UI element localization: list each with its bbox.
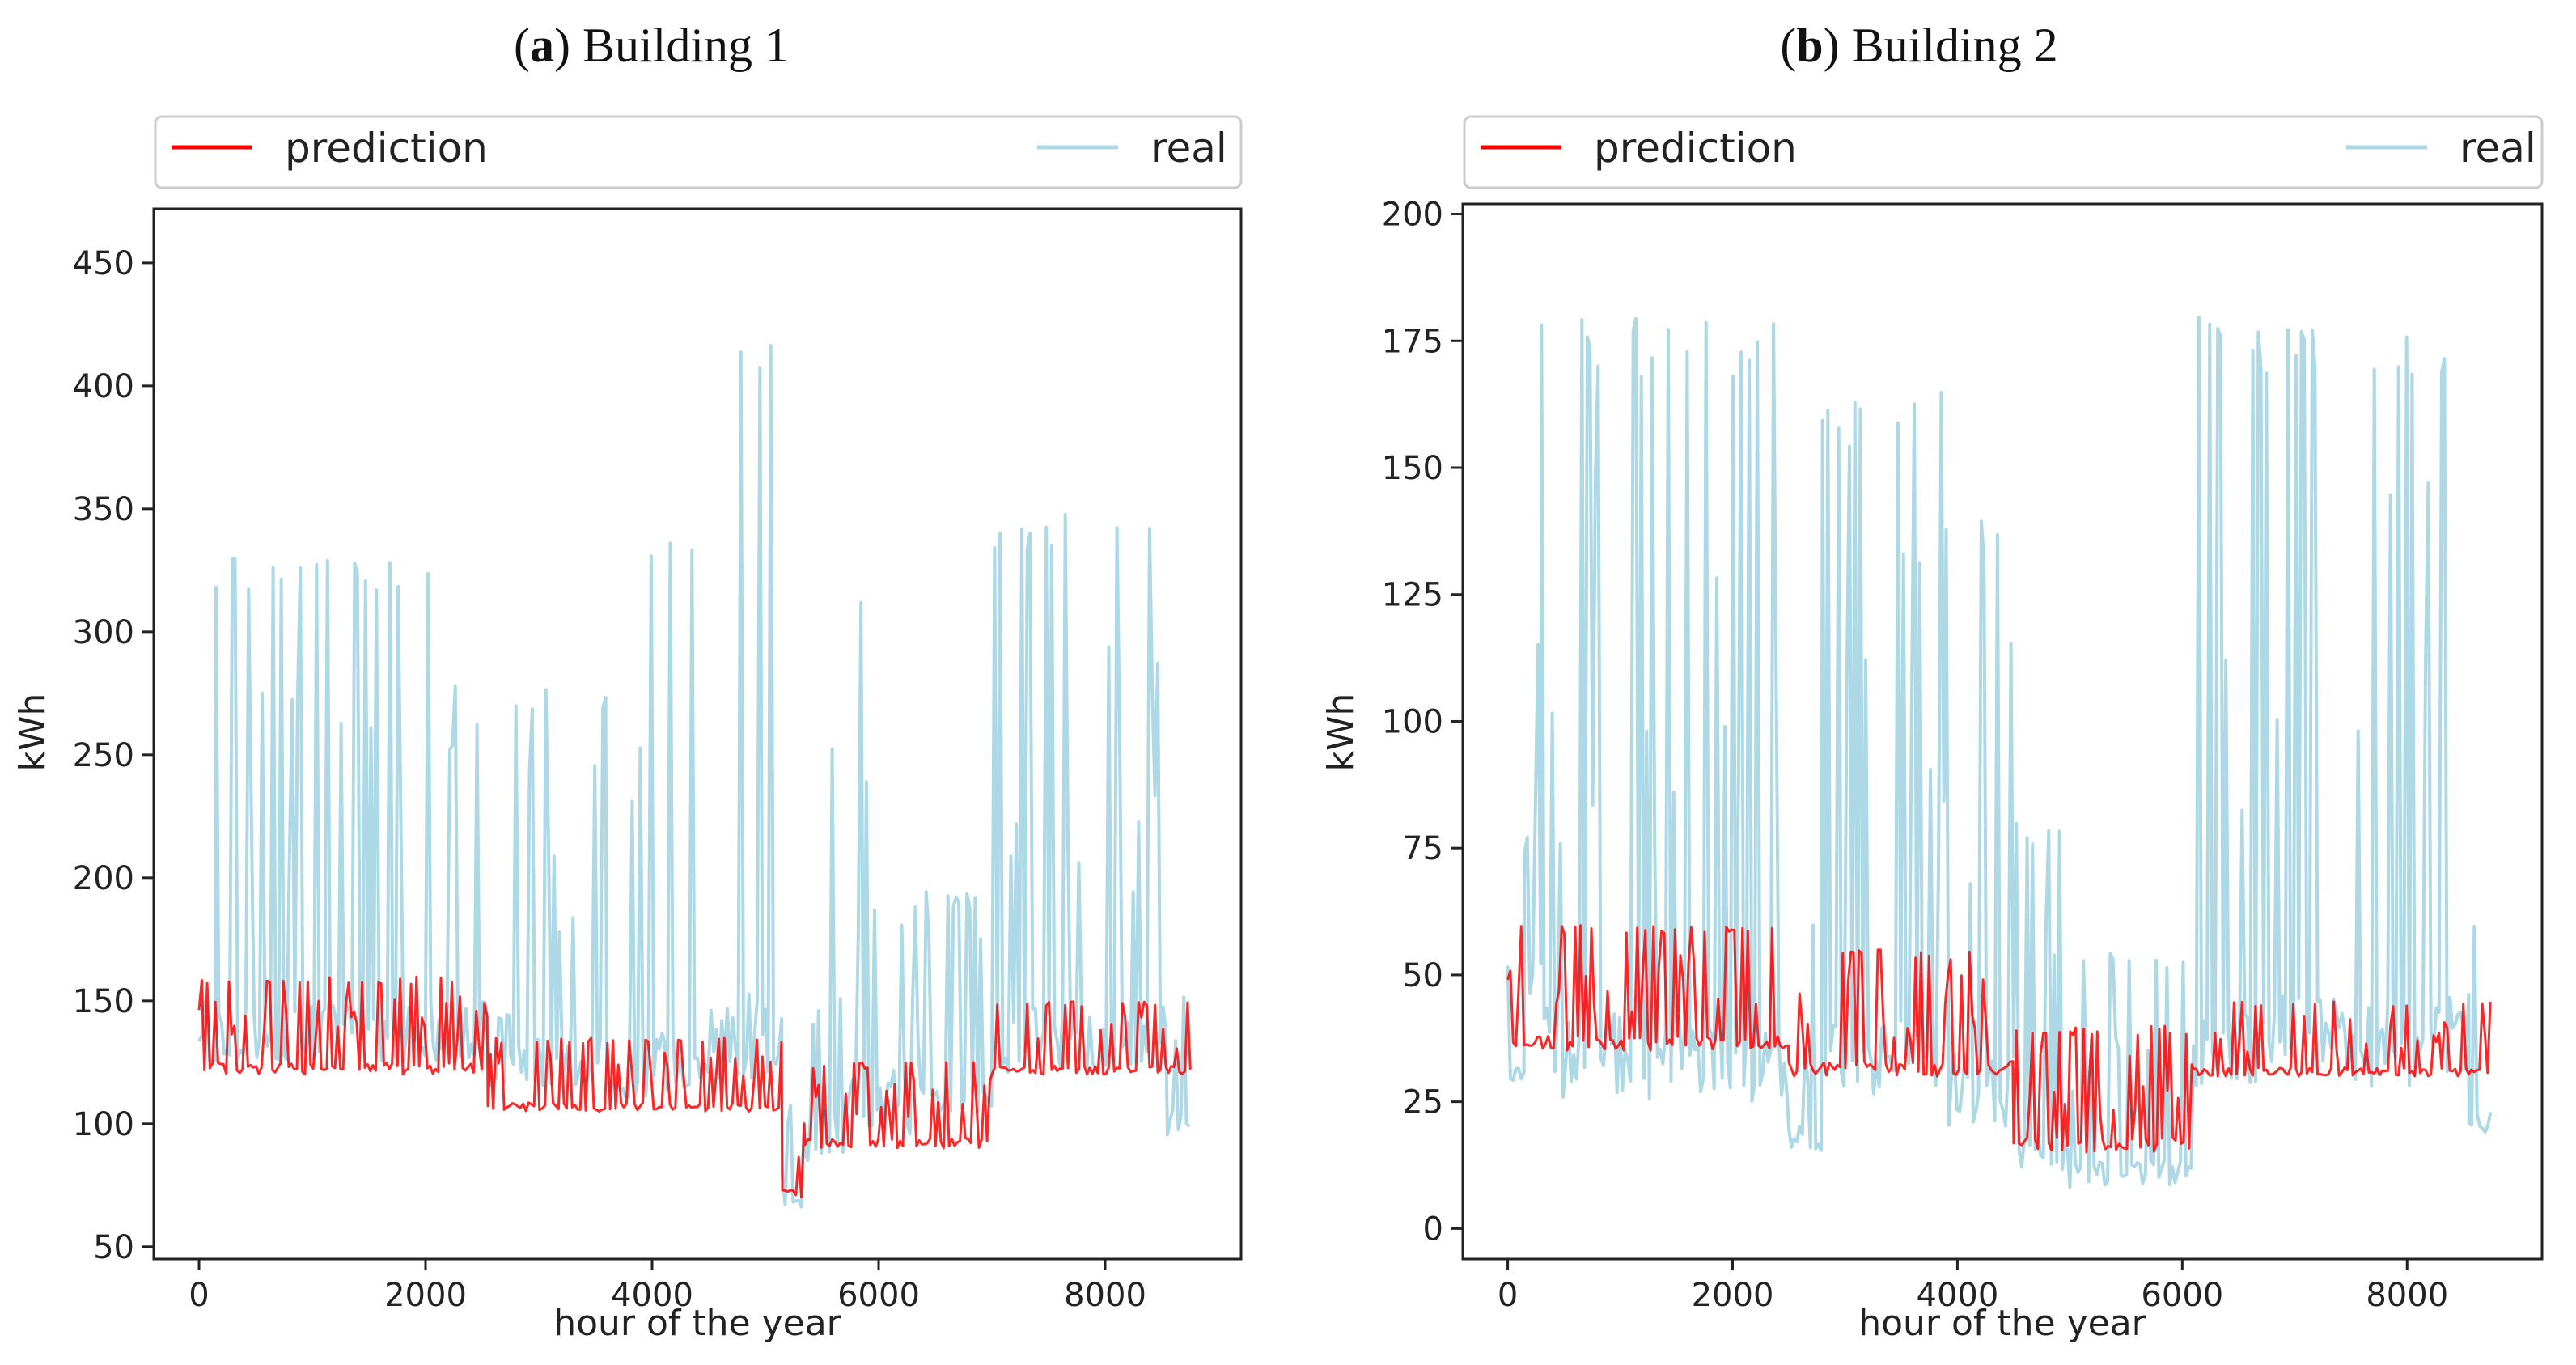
x-tick-label-a-2: 4000 (611, 1277, 693, 1314)
legend-label-real-b: real (2459, 125, 2536, 172)
series-line-prediction-a (197, 975, 1192, 1199)
y-tick-label-a-1: 100 (73, 1106, 134, 1143)
x-tick-label-b-0: 0 (1498, 1277, 1518, 1314)
series-line-real-b (1506, 316, 2493, 1189)
ylabel-b: kWh (1320, 693, 1362, 772)
xlabel-b: hour of the year (1858, 1303, 2146, 1344)
x-tick-label-b-2: 4000 (1917, 1277, 1999, 1314)
y-tick-label-a-8: 450 (73, 245, 134, 282)
data-layer-b (1506, 316, 2493, 1189)
x-tick-label-a-0: 0 (189, 1277, 209, 1314)
legend-frame-a (154, 115, 1243, 189)
y-tick-label-a-2: 150 (73, 983, 134, 1020)
y-tick-label-a-4: 250 (73, 737, 134, 774)
y-tick-label-b-3: 75 (1402, 830, 1443, 867)
y-tick-label-a-0: 50 (93, 1229, 134, 1266)
y-tick-label-a-6: 350 (73, 491, 134, 528)
ticks-b: 0 2000 4000 6000 8000 0 25 50 75 100 125 150 175 200 (1382, 197, 2449, 1314)
x-tick-label-a-3: 6000 (837, 1277, 920, 1314)
ticks-a: 0 2000 4000 6000 8000 50 100 150 200 250 300 350 400… (73, 245, 1146, 1314)
y-tick-label-b-4: 100 (1382, 703, 1443, 740)
data-layer-a (197, 344, 1192, 1209)
y-tick-label-b-2: 50 (1402, 957, 1443, 994)
y-tick-label-b-7: 175 (1382, 323, 1443, 360)
series-line-real-a (197, 344, 1191, 1209)
panel-title-b: (b) Building 2 (1780, 19, 2058, 72)
x-tick-label-a-4: 8000 (1064, 1277, 1146, 1314)
ylabel-a: kWh (12, 693, 53, 772)
legend-label-real-a: real (1150, 125, 1227, 172)
y-tick-label-b-6: 150 (1382, 450, 1443, 487)
legend-label-prediction-a: prediction (285, 125, 488, 172)
y-tick-label-b-5: 125 (1382, 577, 1443, 614)
plot-area-b (1463, 204, 2542, 1259)
y-tick-label-a-5: 300 (73, 614, 134, 651)
panel-title-a: (a) Building 1 (514, 19, 789, 72)
x-tick-label-b-3: 6000 (2141, 1277, 2223, 1314)
chart-a: prediction real 0 2000 4000 6000 8000 50 100 15… (12, 115, 1243, 1344)
y-tick-label-b-8: 200 (1382, 197, 1443, 234)
panel-letter-a: a (529, 19, 554, 72)
plot-area-a (154, 209, 1241, 1259)
legend-a: prediction real (154, 115, 1243, 189)
xlabel-a: hour of the year (553, 1303, 841, 1344)
legend-label-prediction-b: prediction (1594, 125, 1797, 172)
y-tick-label-b-1: 25 (1402, 1084, 1443, 1121)
series-line-prediction-b (1506, 924, 2492, 1154)
x-tick-label-a-1: 2000 (384, 1277, 467, 1314)
panel-letter-b: b (1796, 19, 1824, 72)
legend-b: prediction real (1463, 115, 2544, 189)
x-tick-label-b-1: 2000 (1692, 1277, 1774, 1314)
y-tick-label-a-3: 200 (73, 860, 134, 897)
plot-frame-b (1461, 202, 2544, 1261)
y-tick-label-a-7: 400 (73, 368, 134, 405)
chart-b: prediction real 0 2000 4000 6000 8000 0 25 50 75… (1320, 115, 2544, 1344)
y-tick-label-b-0: 0 (1423, 1210, 1443, 1248)
legend-frame-b (1463, 115, 2544, 189)
x-tick-label-b-4: 8000 (2366, 1277, 2448, 1314)
plot-frame-a (152, 207, 1243, 1261)
